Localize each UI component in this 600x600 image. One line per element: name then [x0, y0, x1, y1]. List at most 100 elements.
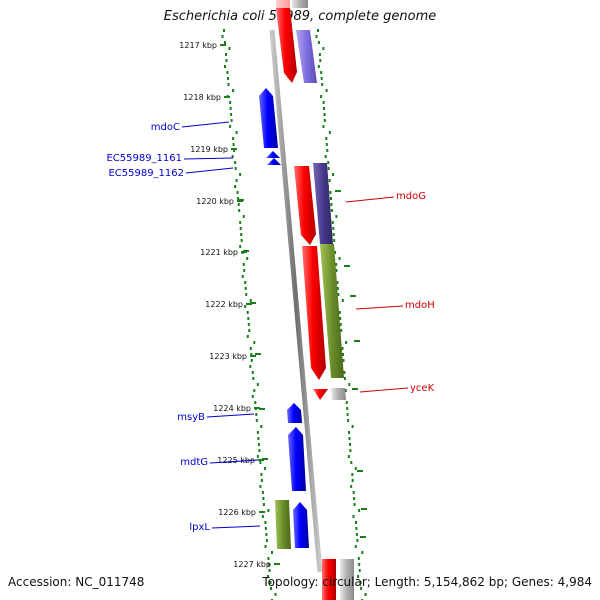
gene-label-msyb[interactable]: msyB [177, 412, 205, 423]
gc-dot [354, 467, 357, 470]
gc-dot [264, 545, 267, 548]
gc-dot [227, 77, 229, 80]
tick-mark [241, 251, 247, 253]
gc-dot [358, 563, 361, 566]
gene-label-ycek[interactable]: yceK [410, 383, 435, 394]
gc-dot [351, 479, 354, 482]
tick-label: 1225 kbp [217, 456, 255, 465]
gene-arrow-forward[interactable] [313, 389, 328, 400]
accession-text: Accession: NC_011748 [8, 575, 145, 589]
gene-arrow-reverse[interactable] [267, 158, 281, 165]
cog-bar-dark [313, 163, 333, 244]
gc-dot [253, 341, 256, 344]
gene-arrow-reverse[interactable] [259, 88, 278, 148]
gc-dot [348, 383, 351, 386]
gc-dash [250, 302, 256, 304]
gc-dot [246, 311, 249, 314]
tick-mark [220, 44, 226, 46]
gc-dot [271, 551, 273, 554]
gc-dot [328, 131, 331, 134]
gc-dot [259, 461, 262, 464]
gc-dot [249, 365, 252, 368]
gc-dot [364, 593, 367, 596]
gene-arrow-forward[interactable] [294, 166, 316, 245]
gc-dot [257, 443, 260, 446]
gc-dot [327, 161, 330, 164]
gc-dot [346, 407, 349, 410]
gc-dot [230, 119, 233, 122]
gene-label-ec55989_1162[interactable]: EC55989_1162 [108, 168, 184, 179]
gc-dash [335, 190, 341, 192]
gc-dot [258, 449, 261, 452]
gc-dot [320, 95, 323, 98]
gene-label-mdoh[interactable]: mdoH [405, 300, 435, 311]
tick-label: 1227 kbp [233, 560, 271, 569]
gc-dot [265, 539, 268, 542]
gene-label-ec55989_1161[interactable]: EC55989_1161 [106, 153, 182, 164]
label-leader-line [185, 167, 234, 174]
gc-dot [317, 29, 319, 32]
gc-dash [344, 265, 350, 267]
tick-label: 1219 kbp [190, 145, 228, 154]
gene-arrow-forward[interactable] [276, 8, 297, 83]
bottom-red-feature[interactable] [322, 559, 336, 600]
tick-mark [231, 148, 237, 150]
label-leader-line [359, 387, 409, 393]
gc-dot [240, 239, 243, 242]
gc-dot [336, 287, 339, 290]
gc-dot [223, 29, 225, 32]
gc-dot [327, 167, 330, 170]
gc-dot [330, 203, 333, 206]
gc-dot [351, 425, 354, 428]
gc-dot [332, 227, 335, 230]
gc-dot [320, 71, 323, 74]
gc-dot [338, 311, 341, 314]
gc-dot [242, 263, 245, 266]
gc-dot [247, 323, 250, 326]
label-leader-line [209, 459, 259, 464]
gc-dot [234, 185, 237, 188]
gc-dot [321, 83, 324, 86]
gene-label-lpxl[interactable]: lpxL [189, 522, 210, 533]
gc-dot [318, 53, 321, 56]
gc-dot [322, 47, 325, 50]
gene-label-mdoc[interactable]: mdoC [151, 122, 180, 133]
gc-dot [255, 413, 258, 416]
gene-label-mdog[interactable]: mdoG [396, 191, 426, 202]
gene-arrow-reverse[interactable] [288, 427, 306, 491]
gc-dot [331, 221, 334, 224]
gc-dot [341, 299, 344, 302]
label-leader-line [181, 121, 230, 128]
gc-dot [244, 281, 247, 284]
gc-dot [241, 275, 244, 278]
gc-dot [242, 215, 245, 218]
gc-dot [325, 89, 328, 92]
gc-dot [224, 65, 226, 68]
genome-backbone [269, 29, 323, 573]
tick-label: 1217 kbp [179, 41, 217, 50]
tick-label: 1224 kbp [213, 404, 251, 413]
gc-dot [356, 539, 359, 542]
gene-arrow-forward[interactable] [302, 246, 326, 380]
gc-dot [245, 293, 248, 296]
gene-arrow-reverse[interactable] [293, 502, 309, 548]
tick-scale: 1217 kbp 1218 kbp 1219 kbp 1220 kbp 1221 kbp… [179, 41, 280, 569]
gc-dot [261, 515, 264, 518]
gc-dot [270, 587, 272, 590]
genome-summary-text: Topology: circular; Length: 5,154,862 bp… [262, 575, 592, 589]
gc-dot [315, 35, 318, 38]
gc-dash [350, 295, 356, 297]
gene-label-mdtg[interactable]: mdtG [180, 457, 208, 468]
cog-bar-olive [275, 500, 291, 549]
gc-dot [264, 527, 267, 530]
gene-arrow-reverse[interactable] [287, 403, 302, 423]
tick-mark [254, 407, 260, 409]
gc-dot [339, 323, 342, 326]
gene-arrow-reverse[interactable] [266, 151, 280, 158]
gc-dot [330, 209, 333, 212]
gc-dot [249, 299, 252, 302]
gc-dot [325, 137, 328, 140]
gc-dot [335, 269, 338, 272]
gc-dot [342, 353, 344, 356]
